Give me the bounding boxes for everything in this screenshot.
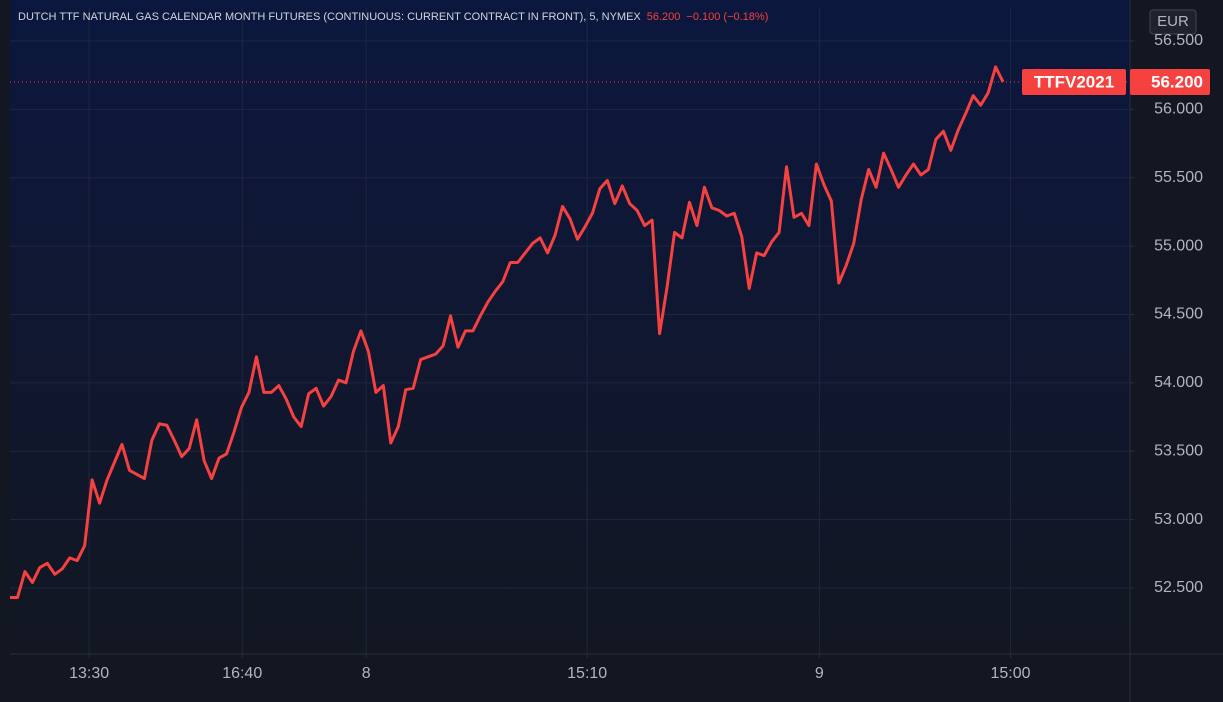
x-tick-label: 8 xyxy=(362,665,371,682)
plot xyxy=(10,65,1130,600)
currency[interactable]: EUR xyxy=(1157,13,1189,30)
x-tick-label: 9 xyxy=(815,665,824,682)
y-tick-label: 53.000 xyxy=(1154,511,1203,528)
currency-box[interactable] xyxy=(1149,9,1197,35)
x-tick-label: 13:30 xyxy=(69,665,109,682)
price-change: −0.100 (−0.18%) xyxy=(686,11,768,23)
last-price: 56.200 xyxy=(647,11,681,23)
y-tick-label: 55.000 xyxy=(1154,237,1203,254)
symbol-tag xyxy=(1022,68,1126,95)
y-tick-label: 55.500 xyxy=(1154,169,1203,186)
price-line xyxy=(10,65,1005,600)
plot-area xyxy=(10,0,1130,654)
chart-title: DUTCH TTF NATURAL GAS CALENDAR MONTH FUT… xyxy=(18,11,768,23)
y-tick-label: 54.000 xyxy=(1154,374,1203,391)
y-tick-label: 56.000 xyxy=(1154,101,1203,118)
y-tick-label: 54.500 xyxy=(1154,306,1203,323)
y-tick-label: 53.500 xyxy=(1154,442,1203,459)
x-tick-label: 15:00 xyxy=(991,665,1031,682)
y-tick-label: 52.500 xyxy=(1154,579,1203,596)
x-tick-label: 15:10 xyxy=(567,665,607,682)
y-tick-label: 56.500 xyxy=(1154,32,1203,49)
price-tag-label: 56.200 xyxy=(1151,72,1203,91)
title: DUTCH TTF NATURAL GAS CALENDAR MONTH FUT… xyxy=(18,11,641,23)
price-tag xyxy=(1130,68,1210,95)
symbol-label: TTFV2021 xyxy=(1034,72,1114,91)
x-tick-label: 16:40 xyxy=(222,665,262,682)
grid xyxy=(10,8,1130,654)
